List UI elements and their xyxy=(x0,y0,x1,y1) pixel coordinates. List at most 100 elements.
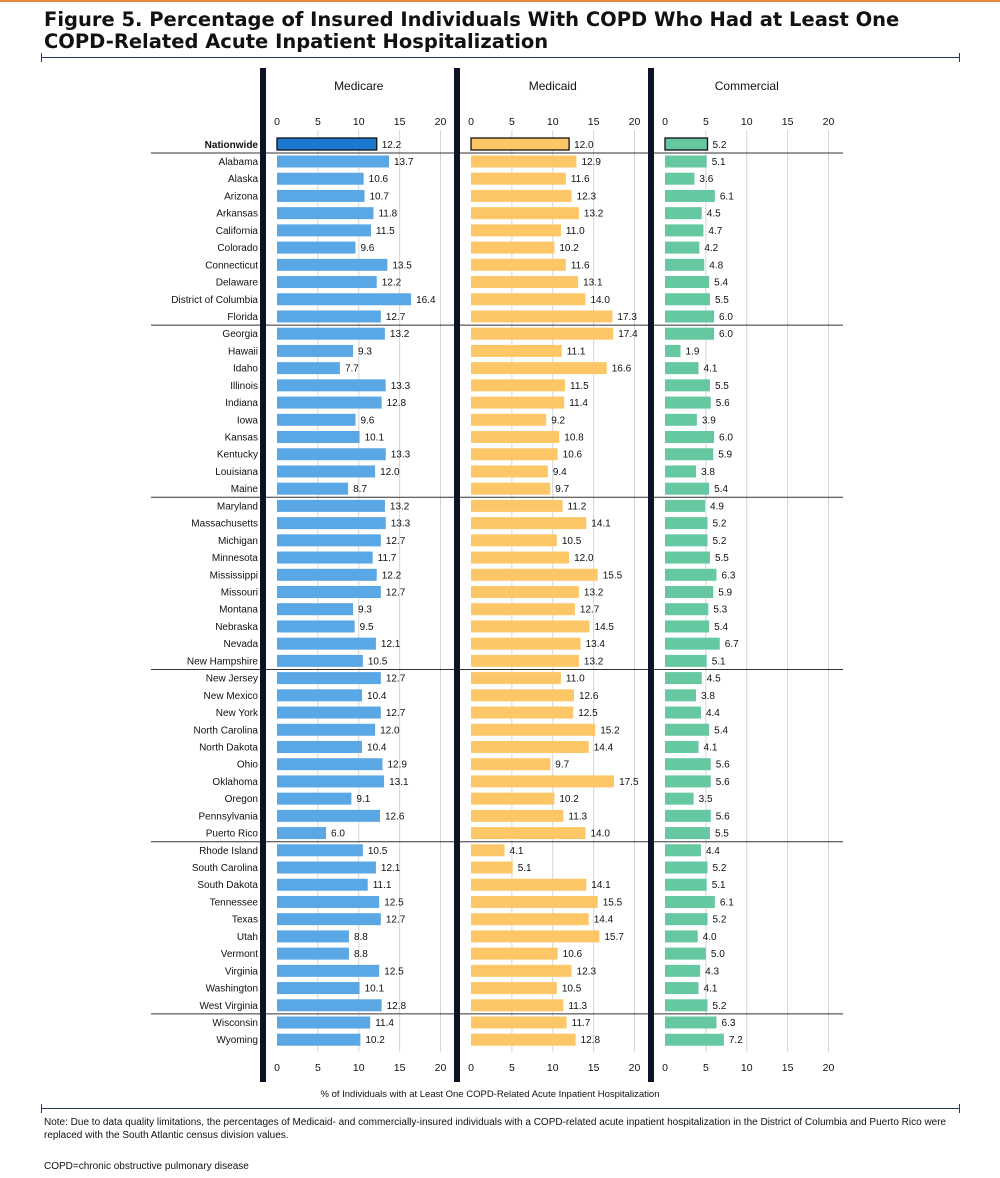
x-tick-label-top: 15 xyxy=(588,116,600,128)
bar xyxy=(665,448,714,461)
bar xyxy=(471,396,565,409)
value-label: 5.4 xyxy=(714,725,728,736)
value-label: 4.9 xyxy=(710,501,724,512)
value-label: 13.1 xyxy=(389,777,409,788)
bar xyxy=(277,568,377,581)
category-label: Utah xyxy=(237,932,258,943)
bar xyxy=(277,844,363,857)
value-label: 3.6 xyxy=(699,174,713,185)
category-label: Virginia xyxy=(225,966,259,977)
x-tick-label-top: 5 xyxy=(703,116,709,128)
category-label: Maine xyxy=(231,484,259,495)
bar xyxy=(471,189,572,202)
title-rule xyxy=(41,53,960,62)
nationwide-value-label: 5.2 xyxy=(713,140,727,151)
bar xyxy=(471,155,577,168)
value-label: 13.2 xyxy=(584,588,604,599)
value-label: 12.9 xyxy=(387,760,407,771)
value-label: 5.9 xyxy=(718,588,732,599)
x-tick-label-top: 10 xyxy=(741,116,753,128)
x-tick-label-top: 5 xyxy=(315,116,321,128)
bar xyxy=(277,293,412,306)
nationwide-value-label: 12.2 xyxy=(382,140,402,151)
value-label: 13.5 xyxy=(392,260,412,271)
bar xyxy=(471,379,566,392)
bar xyxy=(277,189,365,202)
bar-chart: Medicare 0 0 5 5 10 10 15 15 20 20 Medicaid 0 0 5 5 10 10… xyxy=(151,68,843,1100)
value-label: 4.5 xyxy=(707,209,721,220)
bar xyxy=(471,878,587,891)
bar xyxy=(471,293,586,306)
bar xyxy=(665,207,702,220)
category-label: Vermont xyxy=(221,949,258,960)
bar xyxy=(277,310,381,323)
bar xyxy=(665,413,697,426)
bar xyxy=(665,224,704,237)
bar xyxy=(277,603,354,616)
bar xyxy=(471,241,555,254)
bar xyxy=(665,276,710,289)
value-label: 11.5 xyxy=(376,226,395,237)
bar xyxy=(471,551,570,564)
value-label: 13.7 xyxy=(394,157,414,168)
value-label: 10.2 xyxy=(559,794,579,805)
bar xyxy=(277,913,381,926)
value-label: 12.6 xyxy=(385,811,405,822)
bar xyxy=(665,792,694,805)
bar xyxy=(471,827,586,840)
bar xyxy=(277,895,380,908)
value-label: 13.3 xyxy=(391,450,411,461)
value-label: 5.5 xyxy=(715,295,729,306)
value-label: 3.9 xyxy=(702,415,716,426)
category-label: Washington xyxy=(206,984,258,995)
value-label: 10.8 xyxy=(564,433,584,444)
value-label: 5.6 xyxy=(716,811,730,822)
value-label: 11.4 xyxy=(375,1018,394,1029)
value-label: 6.3 xyxy=(722,570,736,581)
value-label: 6.0 xyxy=(331,829,345,840)
value-label: 5.1 xyxy=(518,863,532,874)
bar xyxy=(277,431,360,444)
value-label: 11.4 xyxy=(569,398,588,409)
x-tick-label-top: 5 xyxy=(509,116,515,128)
x-tick-label-top: 0 xyxy=(468,116,474,128)
bar xyxy=(471,310,613,323)
value-label: 12.5 xyxy=(384,966,404,977)
value-label: 6.1 xyxy=(720,191,734,202)
bar xyxy=(471,861,513,874)
bar xyxy=(277,448,386,461)
value-label: 13.2 xyxy=(584,656,604,667)
bar xyxy=(471,224,561,237)
category-label: Maryland xyxy=(217,501,258,512)
bar xyxy=(471,207,579,220)
x-tick-label-bottom: 20 xyxy=(823,1062,835,1074)
value-label: 4.3 xyxy=(705,966,719,977)
nationwide-label: Nationwide xyxy=(205,140,259,151)
bar xyxy=(665,534,708,547)
bar xyxy=(277,982,360,995)
value-label: 5.5 xyxy=(715,553,729,564)
nationwide-bar xyxy=(276,137,378,151)
panel-separator xyxy=(454,68,460,1082)
category-label: Indiana xyxy=(225,398,258,409)
value-label: 9.3 xyxy=(358,605,372,616)
category-label: Alaska xyxy=(228,174,258,185)
value-label: 13.2 xyxy=(390,501,410,512)
bar xyxy=(277,792,352,805)
bar xyxy=(277,758,383,771)
bar xyxy=(277,534,381,547)
category-label: Oregon xyxy=(225,794,258,805)
value-label: 4.1 xyxy=(510,846,524,857)
value-label: 5.6 xyxy=(716,398,730,409)
bar xyxy=(665,809,711,822)
value-label: 15.5 xyxy=(603,897,623,908)
value-label: 5.6 xyxy=(716,760,730,771)
value-label: 5.2 xyxy=(713,1001,727,1012)
bar xyxy=(471,758,551,771)
bar xyxy=(277,344,354,357)
x-tick-label-bottom: 20 xyxy=(629,1062,641,1074)
panel-title: Medicaid xyxy=(529,79,577,93)
category-label: District of Columbia xyxy=(171,295,258,306)
value-label: 4.0 xyxy=(703,932,717,943)
value-label: 5.2 xyxy=(713,536,727,547)
